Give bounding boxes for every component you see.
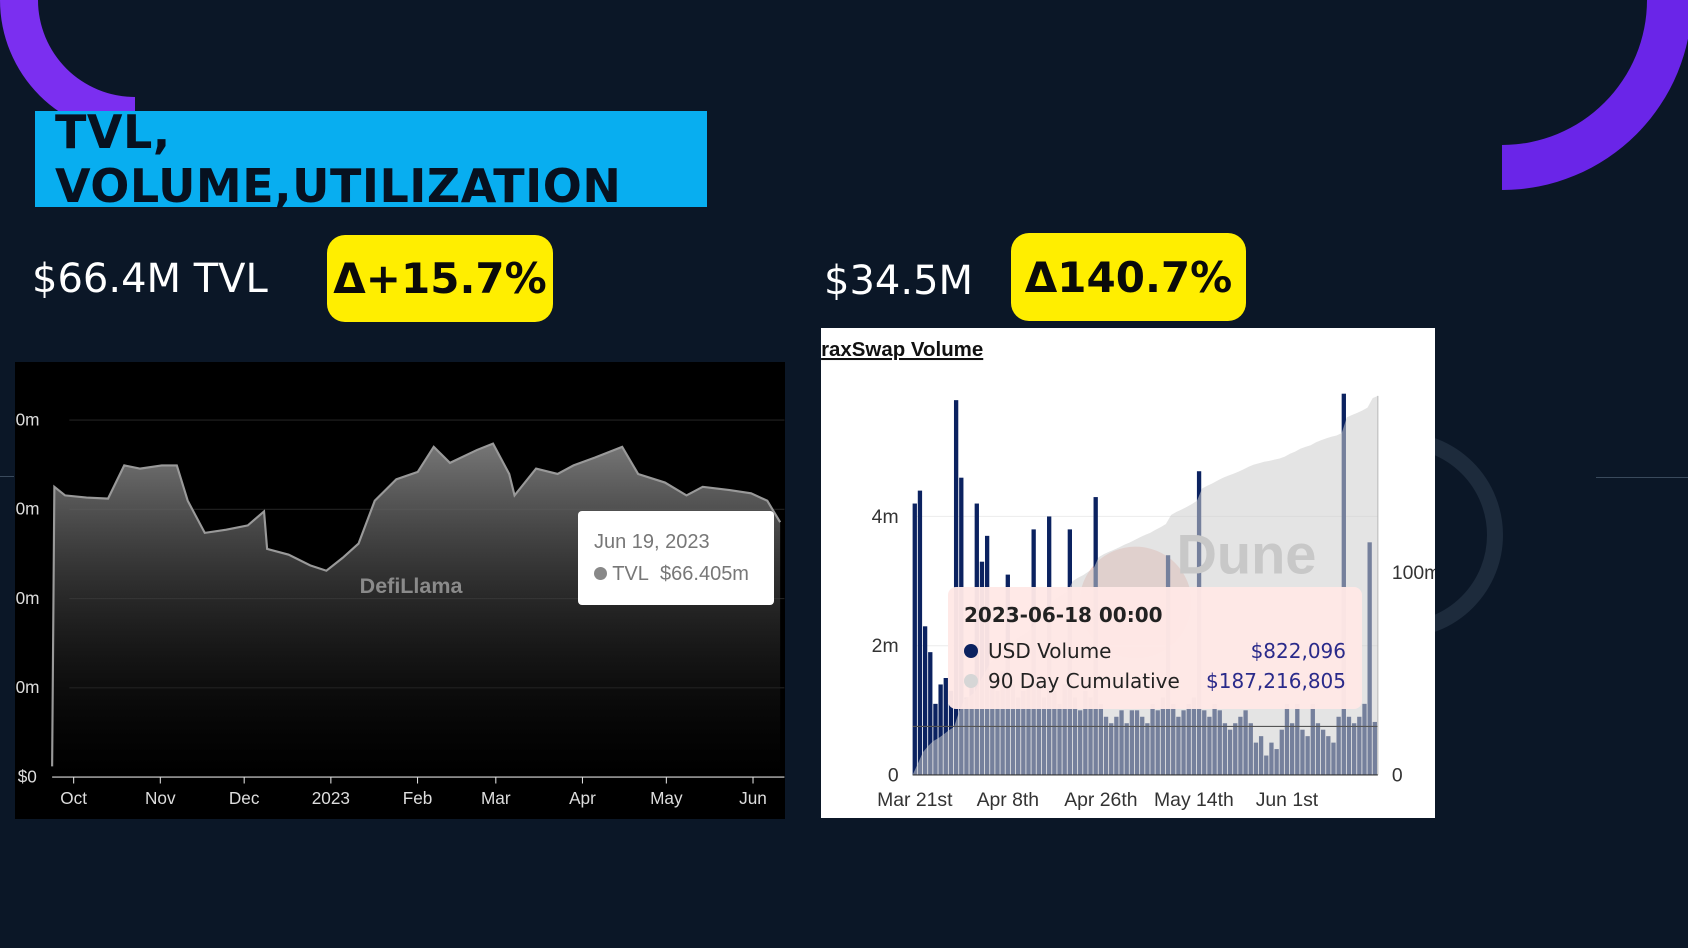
defillama-watermark: DefiLlama <box>360 574 464 598</box>
tvl-line <box>51 442 782 767</box>
tvl-area <box>52 443 781 778</box>
y-tick-label: 0m <box>16 677 40 697</box>
x-tick-label: 2023 <box>312 788 350 808</box>
x-tick-label: Nov <box>145 788 176 808</box>
y-tick-label: $0 <box>18 766 37 786</box>
x-tick-label: Dec <box>229 788 260 808</box>
tooltip-label: 90 Day Cumulative <box>988 669 1180 693</box>
tooltip-date: 2023-06-18 00:00 <box>964 603 1163 627</box>
tooltip-row: USD Volume $822,096 <box>964 639 1346 663</box>
x-tick-label: Jun <box>739 788 767 808</box>
divider <box>1596 477 1688 478</box>
right-y-tick-label: 100m <box>1392 562 1435 584</box>
tvl-tooltip: Jun 19, 2023 TVL $66.405m <box>578 511 774 605</box>
x-tick-label: Mar <box>481 788 511 808</box>
volume-bar <box>912 503 917 775</box>
chart-title[interactable]: raxSwap Volume <box>821 338 983 361</box>
y-tick-label: 0m <box>16 588 40 608</box>
dune-watermark: Dune <box>1176 523 1316 586</box>
x-tick-label: Apr 8th <box>977 789 1039 811</box>
series-dot-icon <box>964 644 978 658</box>
tooltip-value: $822,096 <box>1250 639 1346 663</box>
tooltip-value: $66.405m <box>660 563 749 585</box>
x-tick-label: May <box>650 788 683 808</box>
volume-value: $34.5M <box>824 258 974 304</box>
purple-arc-top-right <box>1502 0 1688 190</box>
volume-tooltip: 2023-06-18 00:00 USD Volume $822,096 90 Da… <box>948 587 1362 709</box>
volume-change-badge: Δ140.7% <box>1011 233 1246 321</box>
tooltip-value: $187,216,805 <box>1206 669 1346 693</box>
volume-chart[interactable]: raxSwap Volume Dune 0 2m 4m 0 100m Mar 21st Ap… <box>821 328 1440 818</box>
left-y-tick-label: 4m <box>872 506 899 528</box>
y-tick-label: 0m <box>16 409 40 429</box>
volume-bar <box>917 490 923 775</box>
tooltip-series: TVL <box>612 563 649 585</box>
x-tick-label: Feb <box>403 788 433 808</box>
volume-bar <box>922 626 928 775</box>
purple-arc-top-left <box>0 0 135 135</box>
page-title: TVL, VOLUME,UTILIZATION <box>55 105 622 213</box>
x-tick-label: May 14th <box>1154 789 1234 811</box>
tvl-change-badge: Δ+15.7% <box>327 235 553 322</box>
x-tick-label: Apr <box>569 788 596 808</box>
volume-bar <box>933 703 938 775</box>
tooltip-label: USD Volume <box>988 639 1112 663</box>
title-banner: TVL, VOLUME,UTILIZATION <box>35 105 707 213</box>
divider <box>0 476 14 477</box>
left-y-tick-label: 0 <box>888 764 899 786</box>
series-dot-icon <box>964 674 978 688</box>
x-tick-label: Jun 1st <box>1256 789 1319 811</box>
tooltip-row: 90 Day Cumulative $187,216,805 <box>964 669 1346 693</box>
volume-bar <box>938 684 943 775</box>
right-y-tick-label: 0 <box>1392 764 1403 786</box>
tooltip-date: Jun 19, 2023 <box>594 531 710 553</box>
x-tick-label: Mar 21st <box>877 789 953 811</box>
series-dot-icon <box>594 567 607 580</box>
x-tick-label: Oct <box>60 788 87 808</box>
tvl-value: $66.4M TVL <box>32 256 268 302</box>
x-tick-label: Apr 26th <box>1064 789 1137 811</box>
volume-bar <box>928 652 933 775</box>
y-tick-label: 0m <box>16 499 40 519</box>
left-y-tick-label: 2m <box>872 635 899 657</box>
